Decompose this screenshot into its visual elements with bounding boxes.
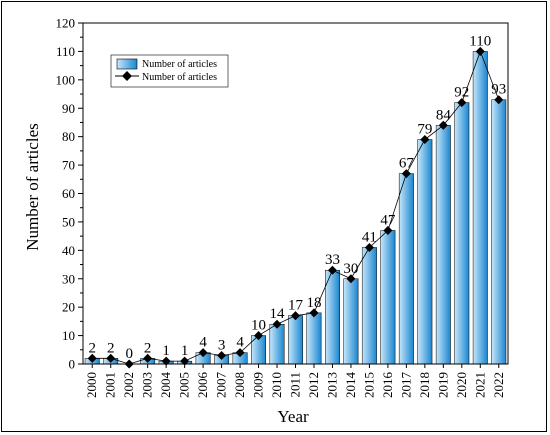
x-tick-label: 2012 bbox=[306, 372, 321, 398]
x-tick-label: 2015 bbox=[361, 372, 376, 398]
x-tick-label: 2018 bbox=[417, 372, 432, 398]
x-tick-label: 2010 bbox=[269, 372, 284, 398]
y-tick-label: 90 bbox=[62, 101, 75, 116]
x-tick-label: 2013 bbox=[324, 372, 339, 398]
data-label-2005: 1 bbox=[181, 343, 189, 359]
y-tick-label: 110 bbox=[56, 44, 75, 59]
legend-bar-swatch bbox=[116, 58, 138, 70]
y-tick-label: 20 bbox=[62, 300, 75, 315]
x-tick-label: 2006 bbox=[195, 372, 210, 399]
bar-2017 bbox=[398, 173, 414, 365]
bar-2011 bbox=[288, 315, 303, 365]
data-label-2004: 1 bbox=[162, 343, 170, 359]
data-label-2013: 33 bbox=[325, 252, 340, 268]
y-tick-label: 0 bbox=[69, 357, 76, 372]
x-tick-label: 2005 bbox=[177, 372, 192, 398]
bar-2020 bbox=[454, 102, 470, 365]
y-tick-label: 60 bbox=[62, 186, 75, 201]
y-tick-label: 50 bbox=[62, 214, 75, 229]
data-label-2022: 93 bbox=[491, 82, 506, 98]
data-label-2009: 10 bbox=[251, 318, 266, 334]
bar-2021 bbox=[472, 51, 488, 365]
data-label-2010: 14 bbox=[270, 306, 286, 322]
line-marker-2006 bbox=[198, 348, 208, 358]
y-tick-label: 70 bbox=[62, 158, 75, 173]
y-tick-label: 40 bbox=[62, 243, 75, 258]
line-marker-2022 bbox=[494, 95, 504, 105]
line-series bbox=[87, 46, 504, 369]
x-tick-label: 2016 bbox=[380, 372, 395, 399]
y-tick-label: 100 bbox=[56, 72, 76, 87]
line-marker-2007 bbox=[217, 350, 227, 361]
x-tick-label: 2011 bbox=[288, 372, 303, 398]
y-tick-label: 30 bbox=[62, 271, 75, 286]
data-label-2015: 41 bbox=[362, 229, 377, 245]
data-label-2001: 2 bbox=[107, 340, 115, 356]
data-label-2014: 30 bbox=[343, 261, 358, 277]
data-label-2016: 47 bbox=[380, 212, 396, 228]
data-label-2011: 17 bbox=[288, 298, 304, 314]
line-marker-2004 bbox=[161, 356, 171, 366]
y-tick-label: 80 bbox=[62, 129, 75, 144]
line-marker-2005 bbox=[180, 356, 190, 366]
x-tick-label: 2021 bbox=[472, 372, 487, 398]
data-label-2007: 3 bbox=[218, 337, 226, 353]
data-label-2000: 2 bbox=[88, 340, 96, 356]
x-tick-label: 2003 bbox=[140, 372, 155, 398]
bar-2018 bbox=[417, 139, 433, 365]
line-marker-2008 bbox=[235, 348, 245, 358]
legend-bar-label: Number of articles bbox=[142, 59, 217, 70]
bar-2014 bbox=[343, 278, 359, 365]
data-label-2019: 84 bbox=[436, 107, 452, 123]
legend-line-marker bbox=[122, 71, 132, 81]
x-tick-label: 2008 bbox=[232, 372, 247, 398]
y-tick-label: 120 bbox=[56, 16, 76, 31]
bar-2015 bbox=[361, 247, 377, 365]
x-tick-label: 2009 bbox=[251, 372, 266, 398]
bar-2016 bbox=[380, 230, 396, 365]
bar-2019 bbox=[435, 125, 451, 365]
y-tick-label: 10 bbox=[62, 328, 75, 343]
x-tick-label: 2000 bbox=[84, 372, 99, 398]
y-axis-title: Number of articles bbox=[23, 123, 42, 250]
x-tick-label: 2017 bbox=[398, 372, 413, 399]
data-label-2012: 18 bbox=[306, 295, 321, 311]
x-tick-label: 2020 bbox=[454, 372, 469, 398]
x-tick-label: 2004 bbox=[158, 372, 173, 399]
x-tick-label: 2014 bbox=[343, 372, 358, 399]
bar-2012 bbox=[306, 312, 322, 365]
x-tick-label: 2007 bbox=[214, 372, 229, 399]
data-label-2002: 0 bbox=[125, 346, 133, 362]
data-label-2003: 2 bbox=[144, 340, 152, 356]
x-tick-label: 2022 bbox=[491, 372, 506, 398]
legend: Number of articles Number of articles bbox=[110, 54, 229, 88]
legend-line-label: Number of articles bbox=[142, 72, 217, 83]
data-label-2021: 110 bbox=[469, 33, 491, 49]
bar-series bbox=[84, 51, 507, 365]
bar-2013 bbox=[325, 269, 340, 365]
bar-2022 bbox=[491, 99, 507, 365]
data-label-2018: 79 bbox=[417, 122, 432, 138]
line-marker-2016 bbox=[383, 225, 393, 235]
line-marker-2019 bbox=[438, 120, 448, 130]
data-label-2008: 4 bbox=[236, 335, 244, 351]
line-marker-2020 bbox=[457, 98, 467, 108]
x-axis-title: Year bbox=[277, 407, 309, 426]
line-marker-2003 bbox=[143, 353, 153, 363]
bar-2010 bbox=[269, 323, 285, 365]
data-label-2017: 67 bbox=[399, 156, 415, 172]
x-tick-label: 2001 bbox=[103, 372, 118, 398]
data-label-2020: 92 bbox=[454, 85, 469, 101]
data-label-2006: 4 bbox=[199, 335, 207, 351]
x-tick-label: 2002 bbox=[121, 372, 136, 398]
x-tick-label: 2019 bbox=[435, 372, 450, 398]
